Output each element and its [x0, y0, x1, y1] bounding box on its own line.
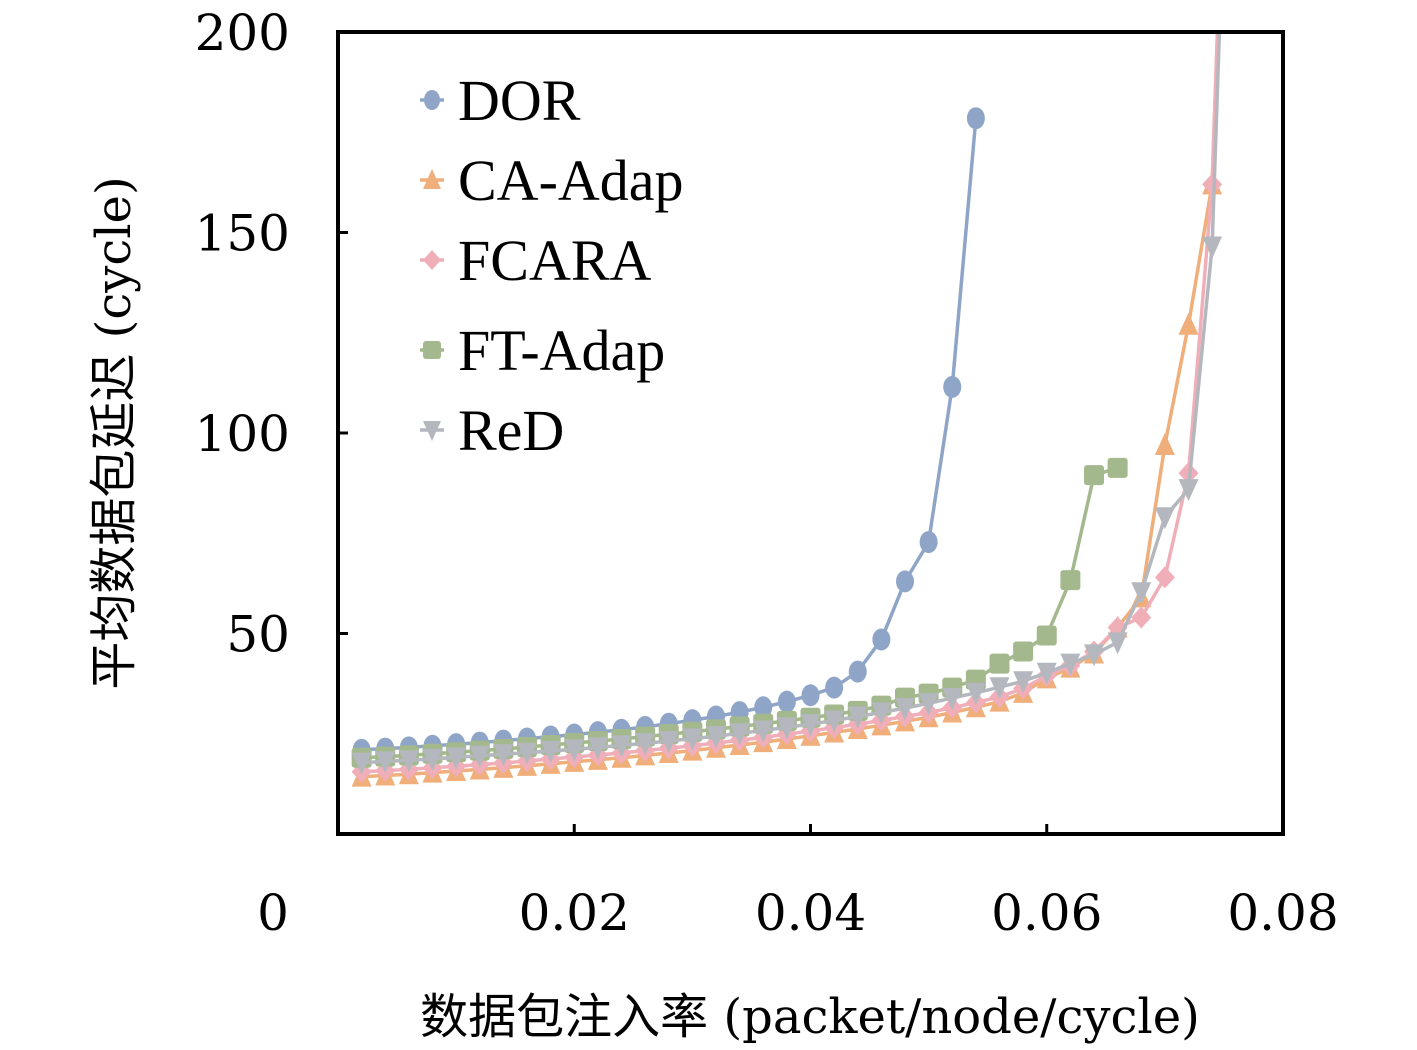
- data-point-red: [1013, 671, 1034, 694]
- x-tick-label: 0.04: [755, 884, 866, 942]
- data-point-ca-adap: [1178, 312, 1199, 335]
- series-red: [351, 32, 1223, 775]
- data-point-ft-adap: [1084, 465, 1104, 486]
- data-point-red: [706, 726, 726, 749]
- data-point-fcara: [1202, 173, 1223, 196]
- y-tick-label: 150: [195, 205, 290, 263]
- legend-item-fcara: FCARA: [420, 228, 652, 293]
- data-point-red: [800, 714, 821, 737]
- data-point-red: [398, 750, 419, 773]
- data-point-red: [493, 744, 514, 767]
- legend-item-ft-adap: FT-Adap: [420, 318, 665, 383]
- legend-marker-dor: [424, 90, 440, 110]
- data-point-red: [729, 723, 750, 746]
- data-point-red: [469, 745, 490, 768]
- data-point-red: [847, 706, 868, 729]
- data-point-red: [1060, 653, 1081, 676]
- data-point-red: [446, 747, 467, 770]
- data-point-red: [1154, 507, 1175, 530]
- legend-marker-ft-adap: [423, 341, 441, 359]
- y-tick-label: 50: [226, 606, 290, 664]
- y-axis-title: 平均数据包延迟 (cycle): [86, 176, 142, 689]
- x-tick-label: 0.02: [519, 884, 630, 942]
- data-point-red: [1107, 632, 1128, 655]
- data-point-red: [1131, 582, 1152, 605]
- data-point-ft-adap: [1060, 570, 1081, 591]
- legend-label: FCARA: [458, 228, 652, 293]
- legend-item-red: ReD: [420, 398, 564, 463]
- legend-marker-red: [423, 421, 441, 441]
- data-point-red: [753, 720, 774, 743]
- data-point-dor: [801, 684, 820, 707]
- data-point-red: [871, 702, 892, 725]
- legend-label: FT-Adap: [458, 318, 665, 383]
- data-point-ft-adap: [1013, 641, 1034, 662]
- series-ft-adap: [351, 457, 1128, 768]
- data-point-red: [540, 740, 561, 763]
- legend-label: DOR: [458, 68, 581, 133]
- x-axis: 0 0.02 0.04 0.06 0.08: [257, 824, 1339, 942]
- data-point-dor: [754, 696, 773, 719]
- legend-label: CA-Adap: [458, 148, 684, 213]
- data-point-dor: [848, 660, 867, 683]
- data-point-red: [824, 710, 845, 733]
- x-tick-label: 0.06: [991, 884, 1102, 942]
- data-point-dor: [872, 628, 891, 651]
- data-point-dor: [919, 531, 938, 554]
- legend-label: ReD: [458, 398, 564, 463]
- data-point-red: [1084, 644, 1104, 667]
- data-point-red: [965, 682, 986, 705]
- data-point-red: [682, 728, 703, 751]
- data-point-red: [918, 693, 939, 716]
- data-point-red: [895, 698, 915, 721]
- data-point-ft-adap: [1036, 625, 1057, 646]
- data-point-red: [989, 677, 1010, 700]
- data-point-fcara: [1154, 566, 1175, 589]
- data-point-red: [611, 735, 632, 758]
- data-point-ft-adap: [1107, 457, 1128, 478]
- y-tick-label: 100: [195, 405, 290, 463]
- x-axis-title: 数据包注入率 (packet/node/cycle): [420, 989, 1200, 1045]
- data-point-red: [517, 742, 537, 765]
- data-point-red: [1178, 479, 1199, 502]
- data-point-red: [422, 749, 443, 772]
- data-point-red: [942, 688, 963, 711]
- legend-item-dor: DOR: [420, 68, 581, 133]
- data-point-red: [635, 733, 656, 756]
- data-point-ca-adap: [1154, 433, 1175, 456]
- data-point-red: [658, 730, 679, 753]
- legend-marker-fcara: [423, 250, 441, 270]
- data-point-red: [587, 737, 608, 760]
- x-tick-label: 0: [257, 884, 289, 942]
- data-point-dor: [896, 570, 914, 593]
- y-axis: 50 100 150 200: [195, 4, 348, 664]
- data-point-red: [1036, 662, 1057, 685]
- data-point-ft-adap: [989, 653, 1010, 674]
- data-point-red: [375, 751, 396, 774]
- data-point-red: [564, 739, 585, 762]
- data-point-dor: [825, 676, 844, 699]
- legend-item-ca-adap: CA-Adap: [420, 148, 684, 213]
- x-tick-label: 0.08: [1227, 884, 1338, 942]
- data-point-fcara: [1131, 606, 1152, 629]
- data-point-red: [1202, 236, 1223, 259]
- data-point-dor: [777, 690, 796, 713]
- legend: DOR CA-Adap FCARA FT-Adap ReD: [420, 68, 684, 463]
- data-point-dor: [943, 375, 962, 398]
- data-point-red: [776, 717, 797, 740]
- data-point-dor: [966, 107, 985, 130]
- series-layer: [351, 32, 1223, 787]
- y-tick-label: 200: [195, 4, 290, 62]
- legend-marker-ca-adap: [423, 169, 441, 189]
- data-point-red: [351, 752, 372, 775]
